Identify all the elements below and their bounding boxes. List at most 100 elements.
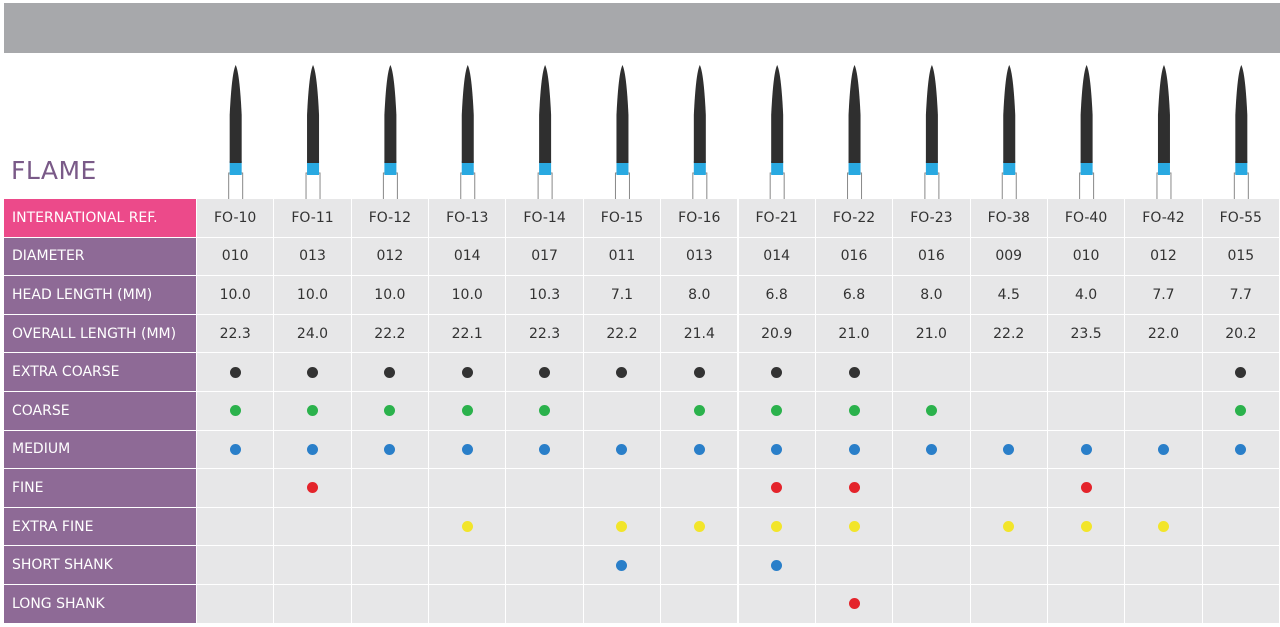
- bur-part: [537, 172, 553, 200]
- bur-part: [1080, 161, 1093, 175]
- dot-cell: [815, 392, 894, 431]
- value-cell: 22.3: [197, 314, 275, 354]
- bur-part: [1235, 65, 1248, 163]
- value-cell: 22.2: [351, 314, 430, 354]
- dot-cell: [197, 392, 275, 431]
- dot-cell: [506, 469, 584, 508]
- dot: [1157, 521, 1169, 533]
- dot-cell: [738, 469, 816, 508]
- bur-part: [693, 65, 706, 163]
- dot-cell: [815, 353, 894, 392]
- value-cell: 017: [506, 237, 584, 277]
- value-cell: 22.0: [1125, 314, 1203, 354]
- dot: [1003, 443, 1015, 455]
- value-cell: 4.0: [1047, 276, 1126, 315]
- header-bar: [4, 3, 1280, 53]
- bur-part: [1003, 65, 1016, 163]
- value-cell: 10.0: [197, 276, 275, 315]
- dot-cell: [738, 353, 816, 392]
- dot-cell: [351, 430, 430, 470]
- value-cell: 6.8: [815, 276, 894, 315]
- value-cell: 6.8: [738, 276, 816, 315]
- dot: [307, 405, 319, 417]
- row-label: DIAMETER: [4, 237, 197, 277]
- ref-cell: FO-38: [970, 199, 1048, 238]
- dot-cell: [661, 392, 739, 431]
- dot-cell: [583, 353, 662, 392]
- bur-part: [848, 65, 861, 163]
- dot-cell: [661, 585, 739, 624]
- ref-cell: FO-23: [893, 199, 971, 238]
- bur-part: [847, 172, 863, 200]
- row-label: INTERNATIONAL REF.: [4, 199, 197, 238]
- dot-cell: [351, 546, 430, 585]
- row-label: OVERALL LENGTH (MM): [4, 314, 197, 354]
- dot-cell: [583, 430, 662, 470]
- dot: [1235, 405, 1247, 417]
- dot: [461, 366, 473, 378]
- dot-cell: [429, 546, 507, 585]
- bur-part: [771, 161, 784, 175]
- dot: [229, 366, 241, 378]
- dot: [693, 443, 705, 455]
- dot-cell: [351, 585, 430, 624]
- row-label: FINE: [4, 469, 197, 508]
- dot: [616, 559, 628, 571]
- value-cell: 10.3: [506, 276, 584, 315]
- dot: [848, 405, 860, 417]
- dot: [1235, 443, 1247, 455]
- dot-cell: [893, 353, 971, 392]
- value-cell: 21.4: [661, 314, 739, 354]
- bur-part: [1156, 172, 1172, 200]
- dot-cell: [815, 546, 894, 585]
- dot: [693, 366, 705, 378]
- dot-cell: [197, 430, 275, 470]
- dot-cell: [815, 507, 894, 547]
- value-cell: 011: [583, 237, 662, 277]
- ref-cell: FO-11: [274, 199, 352, 238]
- ref-cell: FO-22: [815, 199, 894, 238]
- dot-cell: [351, 392, 430, 431]
- value-cell: 22.3: [506, 314, 584, 354]
- bur-part: [769, 172, 785, 200]
- dot-cell: [661, 353, 739, 392]
- dot: [307, 443, 319, 455]
- bur-images: [228, 65, 1249, 200]
- bur-part: [539, 65, 552, 163]
- bur-part: [228, 172, 244, 200]
- bur-part: [384, 65, 397, 163]
- dot-cell: [1125, 507, 1203, 547]
- value-cell: 22.2: [583, 314, 662, 354]
- dot-cell: [970, 585, 1048, 624]
- dot-cell: [197, 585, 275, 624]
- bur-part: [848, 161, 861, 175]
- row-label: HEAD LENGTH (MM): [4, 276, 197, 315]
- dot: [771, 521, 783, 533]
- dot-cell: [1125, 469, 1203, 508]
- dot: [1003, 521, 1015, 533]
- dot-cell: [429, 353, 507, 392]
- dot-cell: [738, 430, 816, 470]
- bur-part: [1233, 172, 1249, 200]
- dot-cell: [274, 353, 352, 392]
- dot-cell: [1047, 469, 1126, 508]
- value-cell: 21.0: [893, 314, 971, 354]
- dot: [1080, 443, 1092, 455]
- dot-cell: [893, 430, 971, 470]
- ref-cell: FO-16: [661, 199, 739, 238]
- value-cell: 20.9: [738, 314, 816, 354]
- value-cell: 7.7: [1125, 276, 1203, 315]
- value-cell: 016: [815, 237, 894, 277]
- dot-cell: [1047, 585, 1126, 624]
- ref-cell: FO-55: [1202, 199, 1280, 238]
- value-cell: 4.5: [970, 276, 1048, 315]
- dot: [539, 443, 551, 455]
- dot-cell: [893, 392, 971, 431]
- dot-cell: [583, 469, 662, 508]
- dot-cell: [583, 507, 662, 547]
- ref-cell: FO-10: [197, 199, 275, 238]
- bur-part: [925, 161, 938, 175]
- dot: [1157, 443, 1169, 455]
- bur-part: [307, 161, 320, 175]
